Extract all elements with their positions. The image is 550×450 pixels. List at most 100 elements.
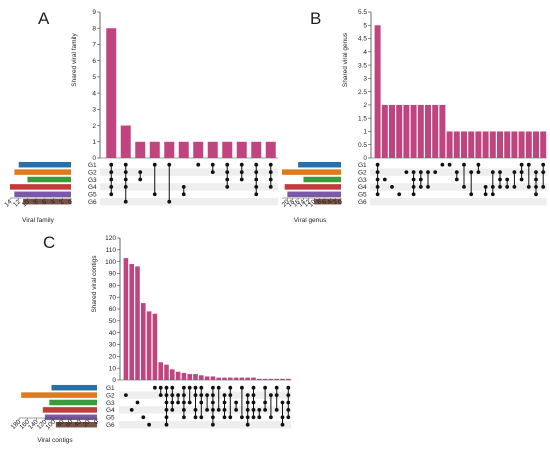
set-label-G1: G1	[358, 162, 367, 169]
set-size-bar-G2	[282, 169, 341, 175]
matrix-dot	[170, 385, 175, 390]
y-tick-label: 10	[109, 365, 117, 372]
intersection-bar	[504, 131, 511, 158]
set-size-tick-label: 20	[281, 198, 291, 208]
matrix-dot	[505, 177, 510, 182]
matrix-dot	[286, 415, 291, 420]
matrix-dot	[170, 400, 175, 405]
matrix-dot	[534, 177, 538, 182]
intersection-bar	[123, 258, 129, 380]
intersection-bar	[396, 104, 403, 158]
intersection-bar	[533, 131, 539, 158]
set-label-G2: G2	[358, 169, 367, 176]
intersection-bar	[403, 104, 410, 158]
matrix-dot	[181, 192, 186, 197]
matrix-dot	[534, 185, 538, 189]
matrix-dot	[138, 170, 143, 175]
matrix-dot	[280, 422, 285, 427]
y-axis-title: Shared viral family	[71, 33, 78, 87]
matrix-dot	[268, 177, 273, 182]
matrix-dot	[541, 170, 546, 175]
y-tick-label: 40	[109, 330, 117, 337]
intersection-bar	[525, 131, 532, 158]
set-size-bar-G2	[14, 169, 71, 175]
set-size-bar-G3	[49, 399, 97, 406]
matrix-dot	[426, 170, 430, 175]
matrix-dot	[225, 170, 230, 175]
matrix-dot	[182, 400, 186, 405]
matrix-row-stripe	[370, 198, 547, 206]
set-label-G5: G5	[88, 192, 97, 199]
matrix-dot	[225, 185, 230, 189]
y-tick-label: 50	[109, 318, 117, 325]
matrix-dot	[263, 385, 267, 390]
matrix-dot	[164, 393, 169, 397]
intersection-bar	[475, 131, 482, 158]
intersection-bar	[146, 311, 152, 380]
y-tick-label: 5	[92, 74, 96, 81]
set-size-bar-G5	[45, 414, 97, 421]
matrix-dot	[257, 415, 262, 420]
matrix-dot	[176, 400, 181, 405]
matrix-dot	[483, 192, 488, 197]
intersection-bar	[425, 104, 431, 158]
matrix-dot	[181, 185, 186, 189]
matrix-dot	[257, 408, 262, 412]
matrix-dot	[418, 170, 423, 175]
intersection-bar	[129, 264, 134, 380]
matrix-dot	[526, 185, 531, 189]
matrix-dot	[222, 393, 227, 397]
matrix-dot	[158, 393, 163, 397]
intersection-bar	[417, 104, 424, 158]
matrix-dot	[462, 162, 466, 167]
set-size-bar-G6	[314, 198, 341, 205]
matrix-dot	[170, 393, 175, 397]
y-tick-label: 3.5	[358, 62, 367, 69]
matrix-row-stripe	[119, 391, 292, 399]
y-tick-label: 110	[106, 247, 117, 254]
matrix-dot	[193, 393, 198, 397]
matrix-dot	[245, 393, 250, 397]
y-tick-label: 80	[109, 283, 117, 290]
matrix-dot	[490, 170, 495, 175]
matrix-dot	[187, 400, 192, 405]
matrix-dot	[447, 162, 452, 167]
matrix-dot	[512, 185, 517, 189]
matrix-dot	[286, 408, 291, 412]
y-tick-label: 4.5	[358, 36, 367, 43]
intersection-bar	[181, 372, 187, 380]
set-size-tick-label: 60	[64, 418, 74, 428]
matrix-dot	[541, 185, 546, 189]
intersection-bar	[164, 364, 169, 380]
set-size-axis-title: Viral contigs	[37, 437, 73, 444]
matrix-dot	[274, 385, 279, 390]
set-label-G6: G6	[106, 422, 115, 429]
matrix-dot	[228, 415, 233, 420]
y-tick-label: 3	[363, 76, 367, 83]
matrix-dot	[274, 408, 279, 412]
intersection-bar	[497, 131, 503, 158]
y-tick-label: 30	[109, 342, 117, 349]
set-size-bar-G3	[303, 176, 341, 183]
matrix-dot	[263, 400, 267, 405]
set-label-G1: G1	[106, 385, 115, 392]
matrix-dot	[182, 415, 186, 420]
matrix-dot	[375, 192, 380, 197]
matrix-dot	[138, 177, 143, 182]
set-size-tick-label: 40	[73, 418, 83, 428]
intersection-bar	[210, 376, 216, 380]
intersection-bar	[141, 303, 146, 380]
matrix-dot	[245, 415, 250, 420]
set-size-tick-label: 18	[286, 198, 296, 208]
set-size-tick-label: 80	[56, 418, 66, 428]
set-label-G3: G3	[88, 177, 97, 184]
matrix-dot	[109, 192, 114, 197]
intersection-bar	[439, 104, 446, 158]
set-size-tick-label: 2	[58, 198, 66, 206]
y-tick-label: 20	[109, 354, 117, 361]
y-tick-label: 6	[92, 58, 96, 65]
matrix-dot	[225, 177, 230, 182]
matrix-dot	[129, 408, 134, 412]
y-tick-label: 100	[105, 259, 116, 266]
matrix-dot	[234, 408, 239, 412]
